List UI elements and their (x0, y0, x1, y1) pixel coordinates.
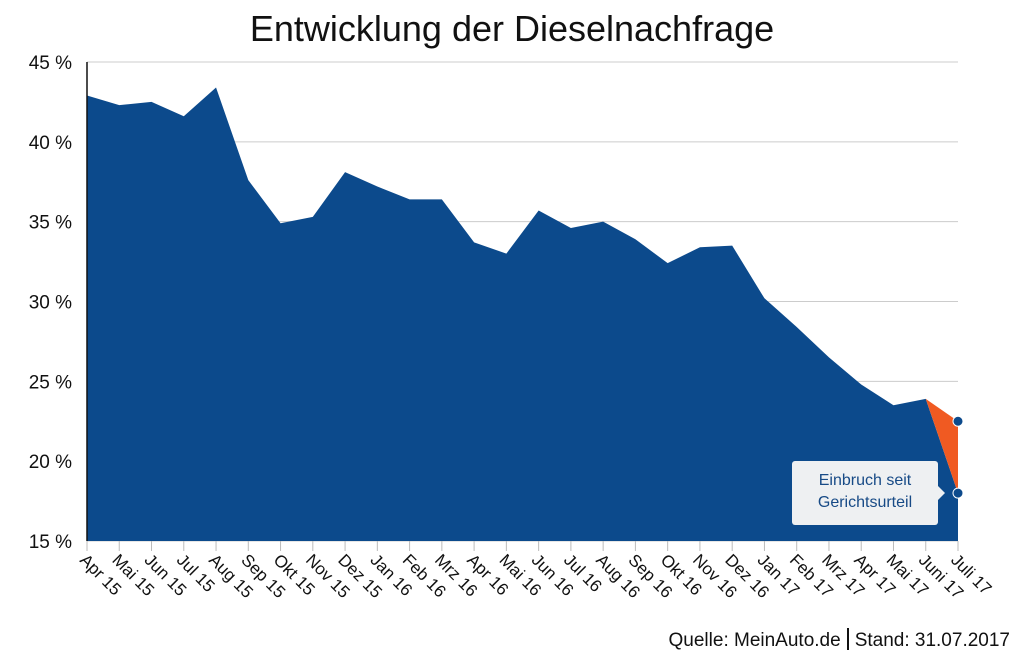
footer: Quelle: MeinAuto.de Stand: 31.07.2017 (669, 628, 1010, 652)
chart-title: Entwicklung der Dieselnachfrage (249, 8, 775, 49)
data-point-marker (952, 487, 964, 499)
y-tick-label: 25 % (29, 372, 72, 393)
area-series-diesel (87, 87, 958, 542)
date-text: Stand: 31.07.2017 (854, 630, 1010, 651)
annotation-line-2: Gerichtsurteil (817, 494, 913, 511)
area-series-einbruch (925, 398, 958, 494)
data-point-marker (952, 415, 964, 427)
annotation-line-1: Einbruch seit (818, 472, 912, 489)
y-tick-label: 35 % (29, 213, 72, 234)
y-tick-label: 45 % (29, 53, 72, 74)
source-text: Quelle: MeinAuto.de (668, 630, 841, 651)
annotation-callout: Einbruch seit Gerichtsurteil (792, 461, 945, 525)
separator (846, 628, 849, 650)
y-tick-label: 20 % (29, 452, 72, 473)
y-tick-label: 30 % (29, 293, 72, 314)
y-tick-label: 15 % (29, 532, 72, 553)
y-tick-label: 40 % (29, 133, 72, 154)
